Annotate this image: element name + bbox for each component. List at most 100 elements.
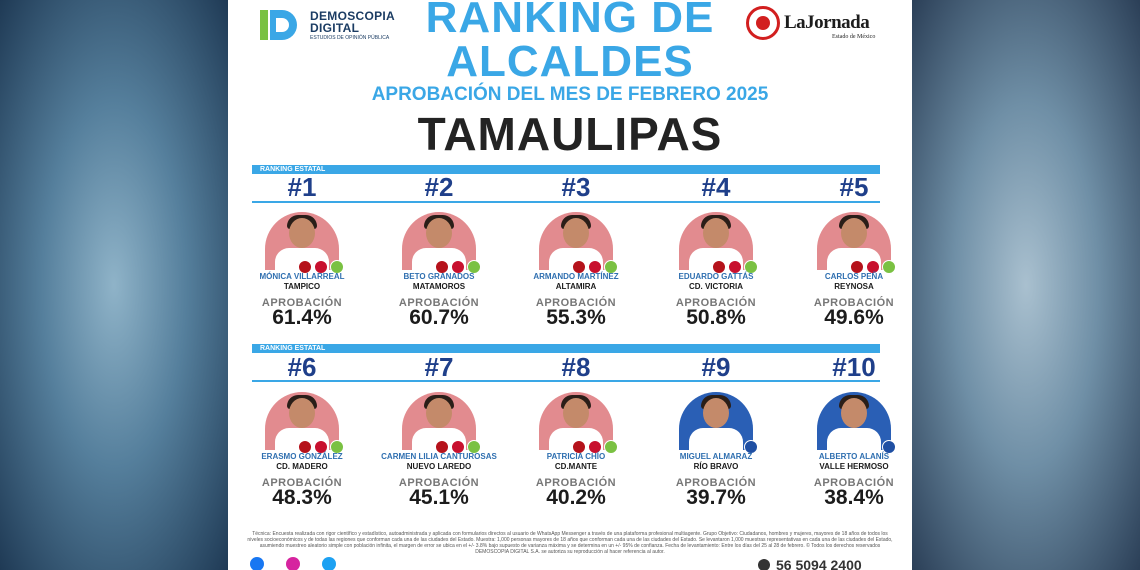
candidate-card: #3 ARMANDO MARTÍNEZ ALTAMIRA APROBACIÓN 55.3…	[516, 172, 636, 342]
rank-number: #9	[701, 352, 731, 382]
candidate-card: #1 MÓNICA VILLARREAL TAMPICO APROBACIÓN 61.4…	[242, 172, 362, 342]
rank-number: #8	[561, 352, 591, 382]
approval-value: 39.7%	[686, 486, 746, 509]
ranking-label: RANKING ESTATAL	[260, 345, 326, 352]
party-logo-icon	[451, 440, 465, 454]
party-logo-icon	[435, 440, 449, 454]
candidate-photo	[679, 392, 753, 450]
ranking-bar-middle: RANKING ESTATAL	[252, 344, 880, 353]
candidate-name: CARMEN LILIA CANTUROSAS	[381, 452, 497, 461]
candidate-photo	[539, 392, 613, 450]
candidate-card: #4 EDUARDO GATTÁS CD. VICTORIA APROBACIÓN 50…	[656, 172, 776, 342]
twitter-icon[interactable]	[322, 557, 336, 570]
rank-number: #5	[839, 172, 869, 202]
party-logo-icon	[572, 260, 586, 274]
party-logo-icon	[435, 260, 449, 274]
party-logo-icon	[588, 440, 602, 454]
ranking-label: RANKING ESTATAL	[260, 166, 326, 173]
party-logo-icon	[712, 260, 726, 274]
divider-line	[252, 201, 880, 203]
party-logo-icon	[451, 260, 465, 274]
party-logo-icon	[298, 440, 312, 454]
approval-label: APROBACIÓN	[813, 297, 895, 309]
approval-value: 38.4%	[824, 486, 884, 509]
candidate-card: #8 PATRICIA CHÍO CD.MANTE APROBACIÓN 40.2%	[516, 352, 636, 522]
party-logo-icon	[314, 440, 328, 454]
demoscopia-logo-icon	[260, 10, 297, 40]
party-logo-icon	[467, 440, 481, 454]
approval-label: APROBACIÓN	[813, 477, 895, 489]
candidate-photo	[402, 212, 476, 270]
partner-sub: Estado de México	[832, 34, 876, 40]
candidate-city: TAMPICO	[283, 282, 321, 291]
candidate-card: #5 CARLOS PEÑA REYNOSA APROBACIÓN 49.6%	[794, 172, 912, 342]
subtitle: APROBACIÓN DEL MES DE FEBRERO 2025	[371, 84, 769, 105]
candidate-card: #10 ALBERTO ALANÍS VALLE HERMOSO APROBACIÓN…	[794, 352, 912, 522]
candidate-name: ARMANDO MARTÍNEZ	[533, 272, 619, 281]
approval-value: 45.1%	[409, 486, 469, 509]
approval-value: 61.4%	[272, 306, 332, 329]
instagram-icon[interactable]	[286, 557, 300, 570]
candidate-name: MIGUEL ALMARAZ	[679, 452, 753, 461]
methodology-note: Técnica: Encuesta realizada con rigor ci…	[247, 531, 893, 555]
demoscopia-logo: DEMOSCOPIA DIGITAL ESTUDIOS DE OPINIÓN P…	[258, 6, 408, 44]
party-logo-icon	[882, 440, 896, 454]
divider-line	[252, 380, 880, 382]
candidate-city: CD.MANTE	[554, 462, 598, 471]
party-logo-icon	[744, 260, 758, 274]
party-logo-icon	[588, 260, 602, 274]
candidate-name: PATRICIA CHÍO	[546, 452, 606, 461]
party-logo-icon	[604, 260, 618, 274]
approval-value: 50.8%	[686, 306, 746, 329]
candidate-city: CD. MADERO	[276, 462, 328, 471]
approval-label: APROBACIÓN	[535, 297, 617, 309]
rank-number: #4	[701, 172, 731, 202]
background-left	[0, 0, 228, 570]
approval-label: APROBACIÓN	[398, 477, 480, 489]
candidate-photo	[539, 212, 613, 270]
candidate-city: MATAMOROS	[412, 282, 466, 291]
background-right	[912, 0, 1140, 570]
party-logo-icon	[744, 440, 758, 454]
approval-value: 55.3%	[546, 306, 606, 329]
title-line1: RANKING DE	[425, 0, 715, 42]
candidate-name: ALBERTO ALANÍS	[818, 452, 890, 461]
approval-label: APROBACIÓN	[675, 477, 757, 489]
contact-phone: 56 5094 2400	[776, 557, 862, 570]
party-logo-icon	[850, 260, 864, 274]
candidate-city: RÍO BRAVO	[693, 462, 739, 471]
approval-value: 48.3%	[272, 486, 332, 509]
brand-line2: DIGITAL	[310, 21, 360, 35]
party-logo-icon	[330, 260, 344, 274]
party-logo-icon	[314, 260, 328, 274]
state-title: TAMAULIPAS	[417, 108, 723, 160]
party-logo-icon	[330, 440, 344, 454]
candidate-card: #9 MIGUEL ALMARAZ RÍO BRAVO APROBACIÓN 39.7%	[656, 352, 776, 522]
party-logo-icon	[882, 260, 896, 274]
party-logo-icon	[572, 440, 586, 454]
candidate-city: VALLE HERMOSO	[819, 462, 889, 471]
candidate-name: ERASMO GONZÁLEZ	[261, 452, 343, 461]
approval-label: APROBACIÓN	[535, 477, 617, 489]
lajornada-logo-icon	[746, 6, 780, 40]
candidate-card: #6 ERASMO GONZÁLEZ CD. MADERO APROBACIÓN 48.…	[242, 352, 362, 522]
phone-icon	[758, 559, 770, 570]
title-line2: ALCALDES	[446, 37, 694, 86]
candidate-name: EDUARDO GATTÁS	[678, 272, 754, 281]
candidate-city: ALTAMIRA	[555, 282, 597, 291]
candidate-card: #7 CARMEN LILIA CANTUROSAS NUEVO LAREDO APR…	[379, 352, 499, 522]
rank-number: #10	[832, 352, 876, 382]
approval-label: APROBACIÓN	[675, 297, 757, 309]
party-logo-icon	[604, 440, 618, 454]
party-logo-icon	[467, 260, 481, 274]
rank-number: #1	[287, 172, 317, 202]
lajornada-logo: LaJornada Estado de México	[746, 6, 886, 44]
rank-number: #6	[287, 352, 317, 382]
approval-label: APROBACIÓN	[261, 477, 343, 489]
rank-number: #2	[424, 172, 454, 202]
approval-value: 40.2%	[546, 486, 606, 509]
approval-label: APROBACIÓN	[398, 297, 480, 309]
partner-name: LaJornada	[784, 12, 870, 33]
facebook-icon[interactable]	[250, 557, 264, 570]
candidate-city: REYNOSA	[834, 282, 874, 291]
